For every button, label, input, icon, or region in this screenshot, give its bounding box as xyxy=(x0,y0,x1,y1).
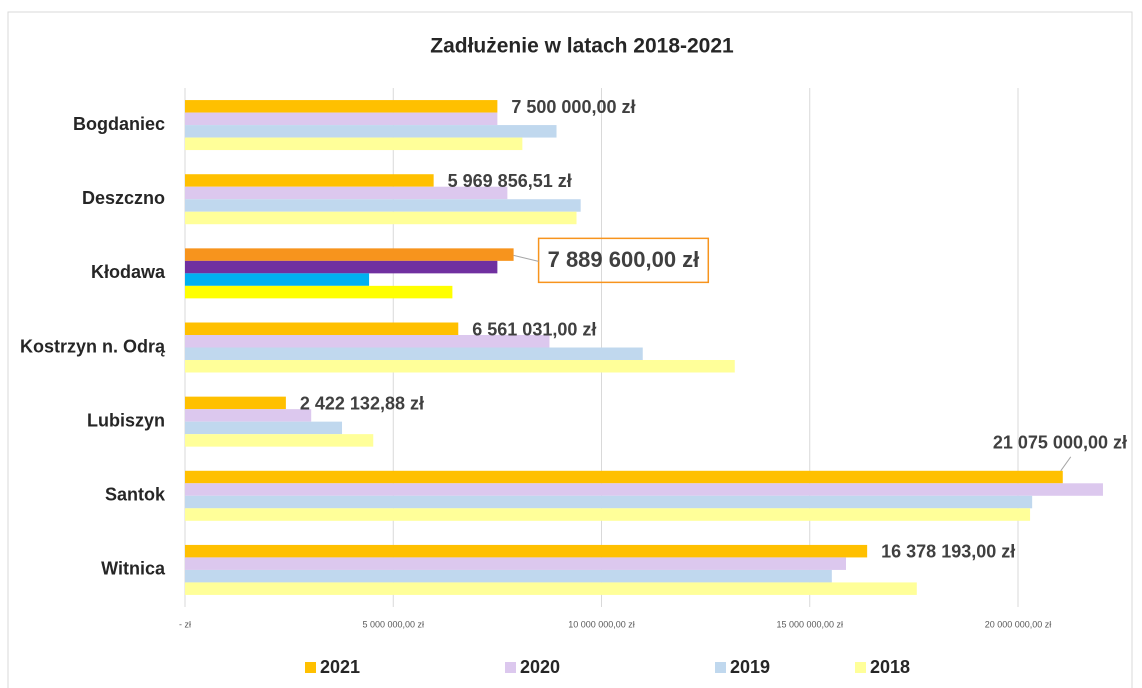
bar xyxy=(185,470,1063,484)
data-label: 2 422 132,88 zł xyxy=(300,393,424,413)
bar xyxy=(185,569,832,583)
bar xyxy=(185,396,286,410)
data-label: 7 889 600,00 zł xyxy=(548,247,700,272)
bar xyxy=(185,125,557,138)
bar xyxy=(185,557,846,570)
bar xyxy=(185,199,581,212)
category-label: Kłodawa xyxy=(91,262,166,282)
category-label: Deszczno xyxy=(82,188,165,208)
bar xyxy=(185,483,1103,496)
x-tick-label: 5 000 000,00 zł xyxy=(362,619,424,629)
legend-label: 2019 xyxy=(730,657,770,677)
category-label: Bogdaniec xyxy=(73,114,165,134)
legend-swatch xyxy=(505,662,516,673)
bar xyxy=(185,347,643,360)
leader-line xyxy=(513,254,539,262)
bar xyxy=(185,409,312,422)
legend-label: 2021 xyxy=(320,657,360,677)
bar xyxy=(185,582,917,595)
bar xyxy=(185,211,577,225)
bar xyxy=(185,248,514,261)
bar xyxy=(185,112,498,126)
bar xyxy=(185,322,459,335)
category-label: Witnica xyxy=(101,559,166,579)
bar xyxy=(185,174,434,187)
x-tick-label: - zł xyxy=(179,619,191,629)
data-label: 16 378 193,00 zł xyxy=(881,542,1015,562)
x-tick-label: 10 000 000,00 zł xyxy=(568,619,635,629)
bar xyxy=(185,260,498,274)
x-tick-label: 20 000 000,00 zł xyxy=(985,619,1052,629)
category-label: Lubiszyn xyxy=(87,410,165,430)
bar xyxy=(185,508,1031,521)
bar xyxy=(185,335,550,348)
bar xyxy=(185,495,1033,509)
bar xyxy=(185,544,868,558)
bar xyxy=(185,100,498,113)
legend-label: 2020 xyxy=(520,657,560,677)
bar xyxy=(185,273,370,286)
bar xyxy=(185,360,735,373)
bar xyxy=(185,186,508,200)
legend-swatch xyxy=(305,662,316,673)
category-label: Kostrzyn n. Odrą xyxy=(20,336,166,356)
category-label: Santok xyxy=(105,485,166,505)
data-label: 21 075 000,00 zł xyxy=(993,433,1127,453)
data-label: 7 500 000,00 zł xyxy=(511,97,635,117)
bar xyxy=(185,421,343,435)
data-label: 6 561 031,00 zł xyxy=(472,319,596,339)
bar xyxy=(185,434,374,447)
chart-frame xyxy=(7,11,1133,688)
bar xyxy=(185,285,453,299)
label-box xyxy=(537,237,710,284)
leader-line xyxy=(1060,456,1072,472)
legend-swatch xyxy=(715,662,726,673)
chart-title: Zadłużenie w latach 2018-2021 xyxy=(430,35,734,58)
x-tick-label: 15 000 000,00 zł xyxy=(776,619,843,629)
bar xyxy=(185,137,523,151)
legend-swatch xyxy=(855,662,866,673)
legend-label: 2018 xyxy=(870,657,910,677)
data-label: 5 969 856,51 zł xyxy=(448,171,572,191)
